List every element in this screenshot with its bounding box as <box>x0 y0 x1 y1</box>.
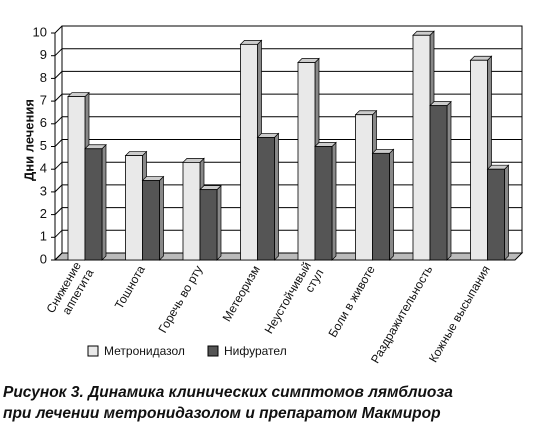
bar <box>470 59 488 261</box>
bar <box>487 168 505 261</box>
grid-line <box>54 139 63 147</box>
x-tick-label: Снижениеаппетита <box>44 259 97 323</box>
bar-top <box>84 144 107 150</box>
bar-side <box>446 100 452 261</box>
y-tick-label: 8 <box>40 70 47 85</box>
x-tick-label: Горечь во рту <box>155 263 205 335</box>
y-tick-label: 0 <box>40 251 47 266</box>
y-tick-label: 6 <box>40 115 47 130</box>
bar <box>412 34 431 261</box>
bar-top <box>354 110 378 116</box>
y-tick-label: 3 <box>40 183 47 198</box>
grid-line <box>54 116 63 125</box>
y-tick-label: 9 <box>40 47 47 62</box>
grid-line <box>54 207 63 215</box>
bar-top <box>239 39 263 45</box>
caption: при лечении метронидазолом и препаратом … <box>3 405 441 422</box>
y-tick-label: 7 <box>40 93 47 108</box>
bar-side <box>101 143 107 261</box>
legend-label: Метронидазол <box>104 344 185 358</box>
grid-line <box>54 48 63 57</box>
legend-label: Нифурател <box>224 344 287 358</box>
y-tick-label: 2 <box>40 206 47 221</box>
bar-top <box>182 158 205 163</box>
bar <box>84 148 103 261</box>
bar <box>257 137 275 261</box>
bar-top <box>141 176 165 181</box>
caption: Рисунок 3. Динамика клинических симптомо… <box>3 384 453 401</box>
bar-side <box>274 132 279 261</box>
bar <box>182 161 201 261</box>
bar-top <box>314 142 337 147</box>
legend-swatch <box>87 345 99 357</box>
bar-top <box>429 101 452 106</box>
y-tick-label: 5 <box>40 138 47 153</box>
bar <box>429 105 448 261</box>
bar-side <box>504 164 509 261</box>
bar <box>240 43 258 261</box>
grid-line <box>54 252 63 261</box>
bar <box>199 189 218 261</box>
grid-line <box>54 184 63 193</box>
bar <box>372 152 390 261</box>
bar-top <box>486 164 510 170</box>
plot-floor <box>53 252 524 261</box>
grid-line <box>54 93 63 102</box>
bar-top <box>256 133 280 138</box>
bar-top <box>124 151 148 156</box>
x-tick-label: Боли в животе <box>325 263 378 340</box>
x-tick-label: Метеоризм <box>220 263 263 324</box>
bar-side <box>216 184 222 261</box>
bar-top <box>371 148 395 154</box>
grid-line <box>54 161 63 170</box>
bar-top <box>67 92 90 97</box>
x-tick-label: Тошнота <box>112 263 148 312</box>
bar-side <box>331 141 337 261</box>
bar-top <box>199 185 222 190</box>
bar <box>67 96 86 261</box>
x-tick-label: Неустойчивыйстул <box>262 259 327 343</box>
x-tick-label: Кожные высыпания <box>426 263 493 365</box>
bar <box>142 180 160 261</box>
y-axis-label: Дни лечения <box>21 99 36 181</box>
legend-swatch <box>207 345 219 357</box>
bar <box>125 155 143 261</box>
bar <box>314 146 333 261</box>
y-tick-label: 1 <box>40 229 47 244</box>
x-tick-label: Раздражительность <box>368 263 435 366</box>
y-tick-label: 4 <box>40 161 47 176</box>
bar <box>297 62 316 261</box>
bar-top <box>297 58 320 63</box>
grid-line <box>54 25 63 34</box>
y-tick-label: 10 <box>33 24 47 39</box>
bar <box>355 114 373 261</box>
grid-line <box>54 229 63 238</box>
bar-top <box>469 55 493 61</box>
grid-line <box>54 71 63 79</box>
bar-top <box>412 30 435 36</box>
bar-side <box>389 148 394 261</box>
bar-side <box>159 175 164 261</box>
